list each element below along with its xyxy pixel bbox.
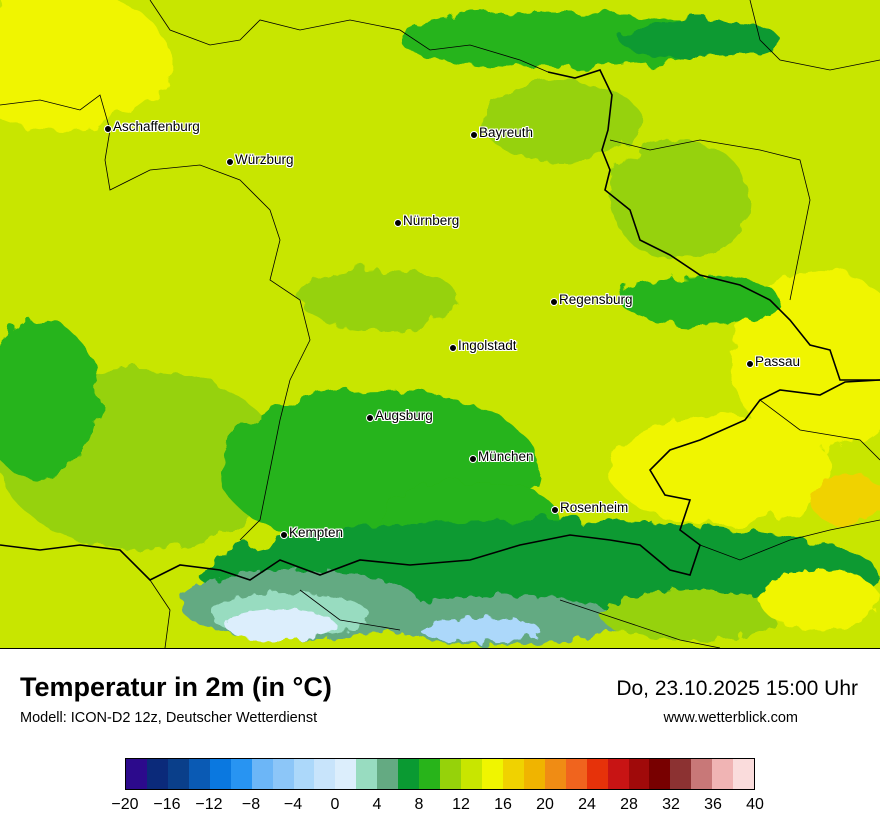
map-title: Temperatur in 2m (in °C): [20, 672, 332, 702]
legend-tick: 40: [746, 796, 764, 813]
legend-tick: 12: [452, 796, 470, 813]
legend-swatch: [649, 759, 671, 789]
city-label: Würzburg: [235, 152, 294, 167]
legend-swatch: [356, 759, 378, 789]
legend-swatch: [230, 759, 252, 789]
city-marker: [470, 131, 478, 139]
legend-tick: 24: [578, 796, 596, 813]
legend-tick: 16: [494, 796, 512, 813]
legend-tick: −8: [241, 796, 261, 813]
legend-swatch: [188, 759, 210, 789]
legend-swatch: [398, 759, 420, 789]
city-label: Bayreuth: [479, 125, 534, 140]
temperature-map: Aschaffenburg Würzburg Bayreuth Nürnberg…: [0, 0, 880, 649]
legend-swatch: [628, 759, 650, 789]
legend-tick: 36: [704, 796, 722, 813]
legend-swatch: [607, 759, 629, 789]
legend-tick: 4: [372, 796, 382, 813]
website-credit: www.wetterblick.com: [663, 710, 798, 726]
legend-tick: 28: [620, 796, 638, 813]
city-label: Kempten: [289, 525, 344, 540]
legend-swatch: [419, 759, 441, 789]
legend-swatch: [733, 759, 755, 789]
city-marker: [394, 219, 402, 227]
legend-swatch: [544, 759, 566, 789]
city-marker: [366, 414, 374, 422]
city-label: Augsburg: [375, 408, 433, 423]
legend-swatch: [251, 759, 273, 789]
legend-swatch: [670, 759, 692, 789]
legend-swatch: [314, 759, 336, 789]
legend-swatch: [146, 759, 168, 789]
legend-swatch: [293, 759, 315, 789]
city-marker: [746, 360, 754, 368]
legend-swatch: [586, 759, 608, 789]
legend-swatch: [481, 759, 503, 789]
city-marker: [550, 298, 558, 306]
legend-swatch: [167, 759, 189, 789]
city-label: Rosenheim: [560, 500, 629, 515]
legend-tick: −16: [153, 796, 181, 813]
legend-tick: 0: [330, 796, 340, 813]
legend-swatch: [712, 759, 734, 789]
city-label: Nürnberg: [403, 213, 460, 228]
color-scale-legend: [125, 758, 755, 790]
map-canvas: [0, 0, 880, 648]
legend-swatch: [565, 759, 587, 789]
legend-swatch: [440, 759, 461, 789]
city-marker: [226, 158, 234, 166]
forecast-datetime: Do, 23.10.2025 15:00 Uhr: [616, 677, 858, 700]
legend-tick: −12: [195, 796, 223, 813]
borders: [0, 0, 880, 648]
legend-swatch: [461, 759, 482, 789]
city-marker: [280, 531, 288, 539]
legend-swatch: [272, 759, 294, 789]
city-marker: [551, 506, 559, 514]
legend-tick: −20: [111, 796, 139, 813]
legend-swatch: [209, 759, 231, 789]
legend-swatch: [377, 759, 399, 789]
legend-swatch: [691, 759, 713, 789]
legend-tick: 20: [536, 796, 554, 813]
city-label: München: [478, 449, 534, 464]
city-label: Regensburg: [559, 292, 633, 307]
city-marker: [104, 125, 112, 133]
legend-tick: 32: [662, 796, 680, 813]
legend-swatch: [335, 759, 357, 789]
alpine-zones: [180, 570, 880, 645]
legend-swatch: [523, 759, 545, 789]
city-label: Passau: [755, 354, 801, 369]
city-label: Aschaffenburg: [113, 119, 200, 134]
legend-tick-labels: −20 −16 −12 −8 −4 0 4 8 12 16 20 24 28 32 36 40: [111, 792, 763, 822]
city-marker: [449, 344, 457, 352]
city-marker: [469, 455, 477, 463]
legend-tick: −4: [283, 796, 303, 813]
legend-swatch: [502, 759, 524, 789]
model-subtitle: Modell: ICON-D2 12z, Deutscher Wetterdie…: [20, 710, 318, 726]
city-label: Ingolstadt: [458, 338, 517, 353]
legend-swatch: [126, 759, 147, 789]
legend-tick: 8: [414, 796, 424, 813]
